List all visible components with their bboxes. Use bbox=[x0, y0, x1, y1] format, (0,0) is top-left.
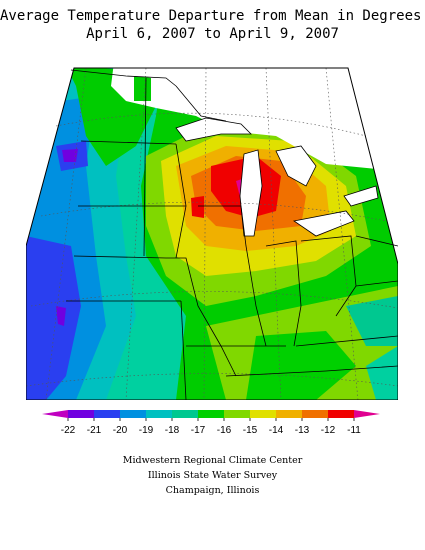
legend-label: -14 bbox=[269, 425, 284, 436]
credit-line-2: Illinois State Water Survey bbox=[147, 470, 278, 481]
legend-swatch bbox=[354, 410, 380, 418]
legend-label: -21 bbox=[87, 425, 102, 436]
legend-swatch bbox=[42, 410, 68, 418]
legend-label: -11 bbox=[347, 425, 361, 436]
map-title-line-2: April 6, 2007 to April 9, 2007 bbox=[86, 26, 339, 42]
legend-swatch bbox=[224, 410, 250, 418]
map-title-line-1: Average Temperature Departure from Mean … bbox=[0, 8, 425, 24]
legend-swatch bbox=[328, 410, 354, 418]
legend-label: -12 bbox=[321, 425, 336, 436]
legend-swatch bbox=[120, 410, 146, 418]
legend-label: -20 bbox=[113, 425, 128, 436]
legend-label: -15 bbox=[243, 425, 258, 436]
legend-swatch bbox=[276, 410, 302, 418]
legend-swatch bbox=[250, 410, 276, 418]
legend-label: -18 bbox=[165, 425, 180, 436]
legend-label: -13 bbox=[295, 425, 310, 436]
legend-swatch bbox=[198, 410, 224, 418]
credit-line-1: Midwestern Regional Climate Center bbox=[122, 455, 303, 466]
legend-swatch bbox=[302, 410, 328, 418]
legend-swatch bbox=[94, 410, 120, 418]
legend-label: -16 bbox=[217, 425, 232, 436]
temperature-legend: -22 -21 -20 -19 -18 -17 -16 -15 -14 -13 -12 -11 bbox=[42, 410, 380, 436]
legend-label: -19 bbox=[139, 425, 154, 436]
credit-line-3: Champaign, Illinois bbox=[165, 485, 260, 496]
legend-label: -17 bbox=[191, 425, 206, 436]
legend-swatch bbox=[146, 410, 172, 418]
legend-swatch bbox=[172, 410, 198, 418]
legend-swatch bbox=[68, 410, 94, 418]
legend-label: -22 bbox=[61, 425, 76, 436]
temperature-departure-map bbox=[26, 46, 398, 400]
